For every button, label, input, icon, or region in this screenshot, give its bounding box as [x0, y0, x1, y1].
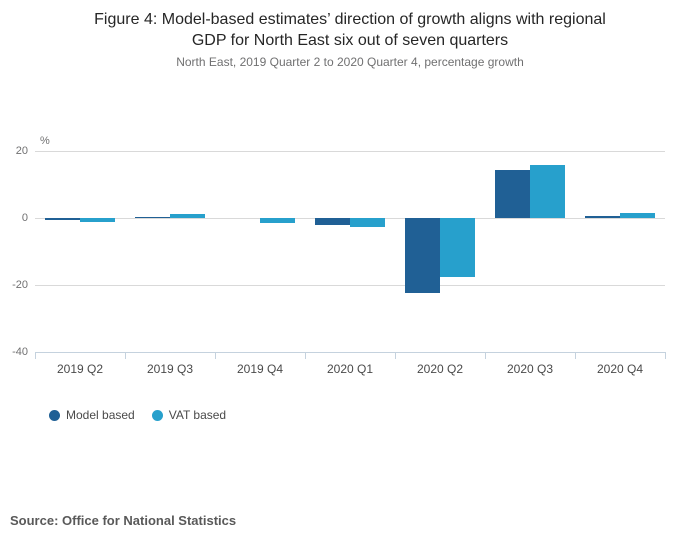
x-axis-tick [35, 352, 36, 359]
x-axis-tick [125, 352, 126, 359]
figure-title-line2: GDP for North East six out of seven quar… [191, 32, 509, 49]
bar-model-based-2020-Q2 [405, 218, 440, 293]
x-axis-label-2020-Q2: 2020 Q2 [416, 362, 464, 376]
y-tick-label: 0 [21, 212, 28, 224]
x-axis-tick [575, 352, 576, 359]
x-axis-line [35, 352, 665, 353]
x-axis-tick [395, 352, 396, 359]
figure-subtitle: North East, 2019 Quarter 2 to 2020 Quart… [176, 55, 524, 69]
chart-legend: Model based VAT based [49, 408, 226, 422]
gridline-20 [35, 151, 665, 152]
legend-item-model-based[interactable]: Model based [49, 408, 135, 422]
bar-vat-based-2020-Q2 [440, 218, 475, 277]
bar-model-based-2020-Q4 [585, 215, 620, 218]
bar-vat-based-2020-Q1 [350, 218, 385, 228]
legend-item-vat-based[interactable]: VAT based [151, 408, 227, 422]
x-axis-tick [485, 352, 486, 359]
bar-vat-based-2019-Q3 [170, 214, 205, 218]
source-text: Source: Office for National Statistics [10, 513, 237, 528]
x-axis-tick [215, 352, 216, 359]
legend-label: Model based [66, 408, 135, 422]
bar-model-based-2020-Q1 [315, 218, 350, 226]
x-axis-label-2020-Q3: 2020 Q3 [506, 362, 554, 376]
legend-marker-icon [151, 409, 163, 421]
y-axis-unit-label: % [40, 135, 50, 147]
x-axis-label-2019-Q2: 2019 Q2 [56, 362, 104, 376]
x-axis-label-2020-Q4: 2020 Q4 [596, 362, 644, 376]
bar-vat-based-2020-Q4 [620, 212, 655, 218]
bar-vat-based-2019-Q4 [260, 218, 295, 224]
x-axis-label-2019-Q3: 2019 Q3 [146, 362, 194, 376]
x-axis-tick [665, 352, 666, 359]
bar-model-based-2019-Q2 [45, 218, 80, 220]
y-tick-label: -20 [12, 279, 28, 291]
bar-model-based-2020-Q3 [495, 169, 530, 218]
bar-vat-based-2019-Q2 [80, 218, 115, 223]
x-axis-label-2019-Q4: 2019 Q4 [236, 362, 284, 376]
gridline--20 [35, 285, 665, 286]
x-axis-label-2020-Q1: 2020 Q1 [326, 362, 374, 376]
bar-vat-based-2020-Q3 [530, 165, 565, 218]
legend-label: VAT based [168, 408, 227, 422]
legend-marker-icon [49, 409, 60, 421]
bar-model-based-2019-Q3 [135, 216, 170, 218]
figure-title: Figure 4: Model-based estimates’ directi… [0, 9, 700, 51]
figure-title-line1: Figure 4: Model-based estimates’ directi… [94, 11, 606, 28]
x-axis-tick [305, 352, 306, 359]
y-tick-label: 20 [15, 145, 28, 157]
y-tick-label: -40 [12, 346, 28, 358]
